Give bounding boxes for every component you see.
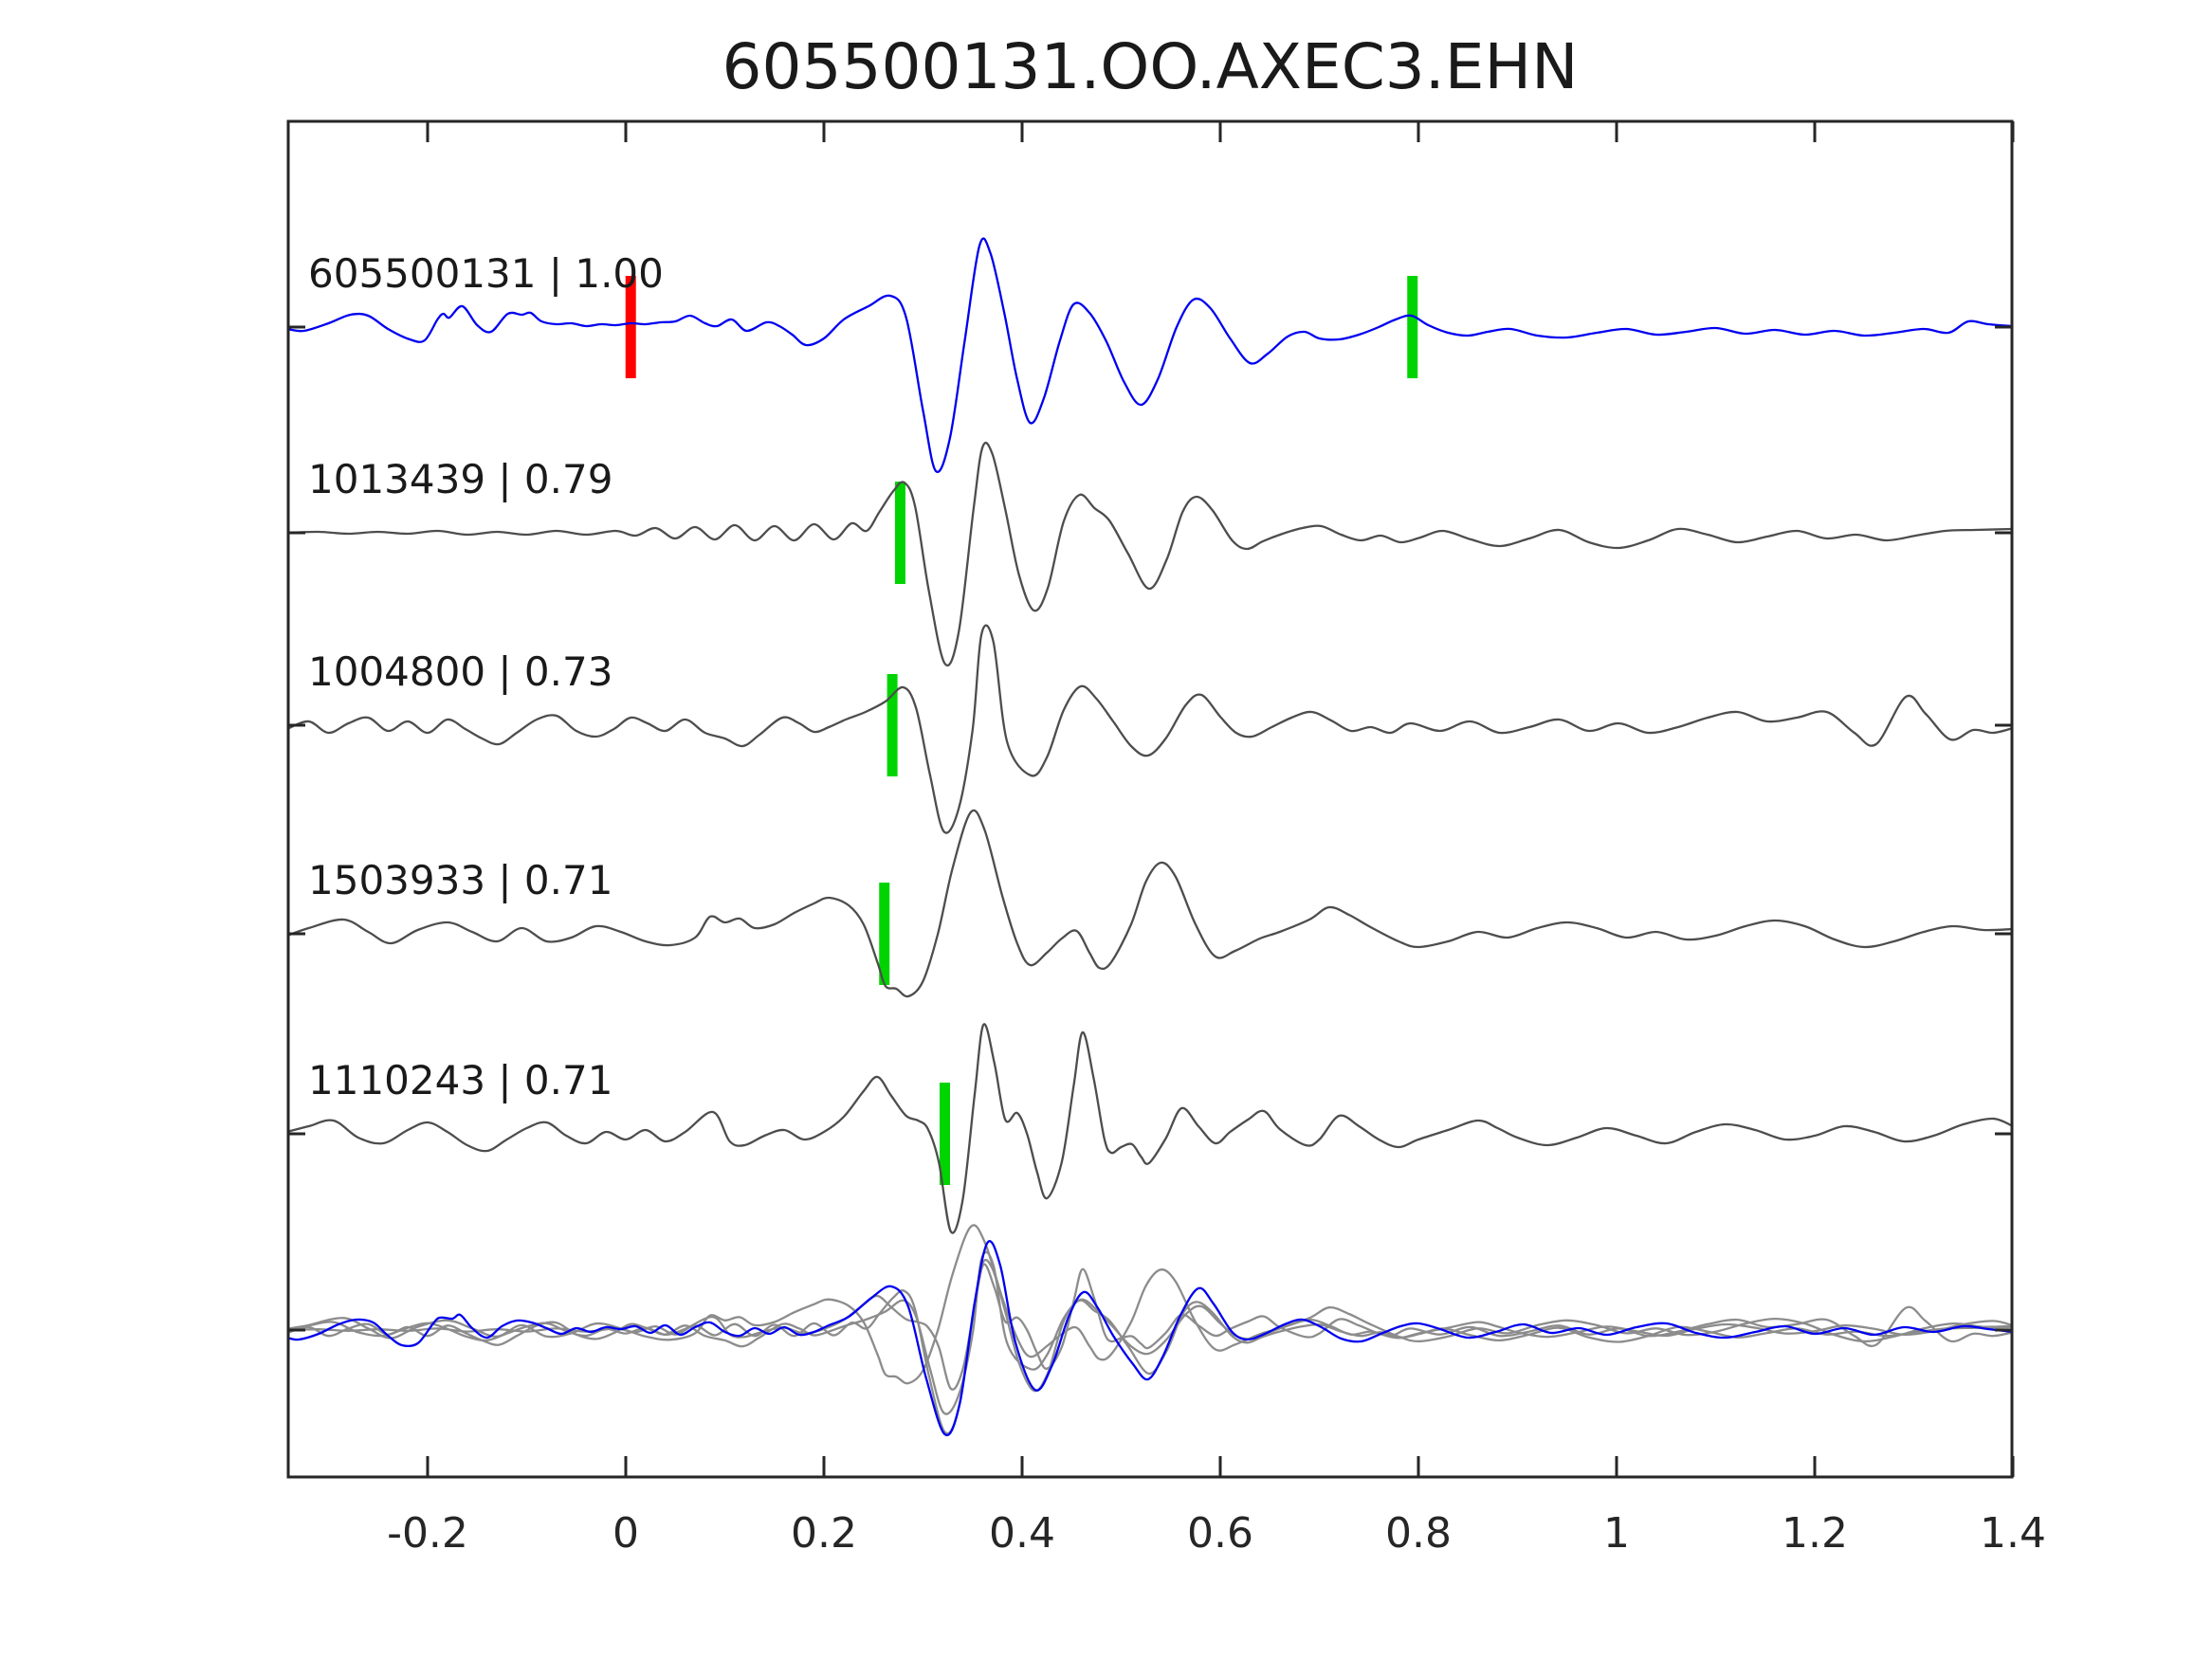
x-tick-label: 0.6 (1187, 1509, 1253, 1558)
plot-title: 605500131.OO.AXEC3.EHN (722, 30, 1579, 103)
trace-1004800 (288, 624, 2012, 834)
x-tick-labels: -0.2 0 0.2 0.4 0.6 0.8 1 1.2 1.4 (387, 1509, 2046, 1558)
pick-marker-1503933 (879, 883, 890, 985)
trace-label-1013439: 1013439 | 0.79 (308, 456, 612, 502)
x-tick-label: -0.2 (387, 1509, 468, 1558)
pick-marker-1004800 (887, 674, 898, 776)
trace-1013439 (288, 441, 2012, 666)
trace-label-1110243: 1110243 | 0.71 (308, 1057, 612, 1103)
pick-marker-605500131 (1407, 276, 1418, 378)
trace-1503933 (288, 809, 2012, 998)
x-tick-label: 0.8 (1385, 1509, 1452, 1558)
waveform-traces (288, 237, 2012, 1437)
x-tick-label: 1.2 (1782, 1509, 1848, 1558)
overlay-trace-1110243 (288, 1263, 2012, 1391)
trace-1110243 (288, 1023, 2012, 1234)
pick-markers (625, 276, 1418, 1185)
pick-marker-1013439 (894, 482, 905, 584)
trace-label-1503933: 1503933 | 0.71 (308, 857, 612, 903)
trace-label-605500131: 605500131 | 1.00 (308, 250, 664, 297)
trace-label-1004800: 1004800 | 0.73 (308, 648, 612, 695)
trace-labels: 605500131 | 1.00 1013439 | 0.79 1004800 | … (308, 250, 664, 1103)
x-tick-label: 0.4 (989, 1509, 1055, 1558)
overlay-trace-template (288, 1240, 2012, 1437)
pick-marker-1110243 (939, 1083, 950, 1185)
origin-marker-605500131 (625, 276, 636, 378)
plot-frame (286, 119, 2014, 1479)
x-tick-label: 0.2 (791, 1509, 857, 1558)
x-tick-label: 1 (1603, 1509, 1630, 1558)
trace-605500131 (288, 237, 2012, 474)
overlay-trace-1004800 (288, 1250, 2012, 1415)
x-tick-label: 0 (612, 1509, 639, 1558)
overlay-trace-1503933 (288, 1224, 2012, 1385)
axes-frame (286, 119, 2015, 1479)
x-tick-label: 1.4 (1980, 1509, 2046, 1558)
